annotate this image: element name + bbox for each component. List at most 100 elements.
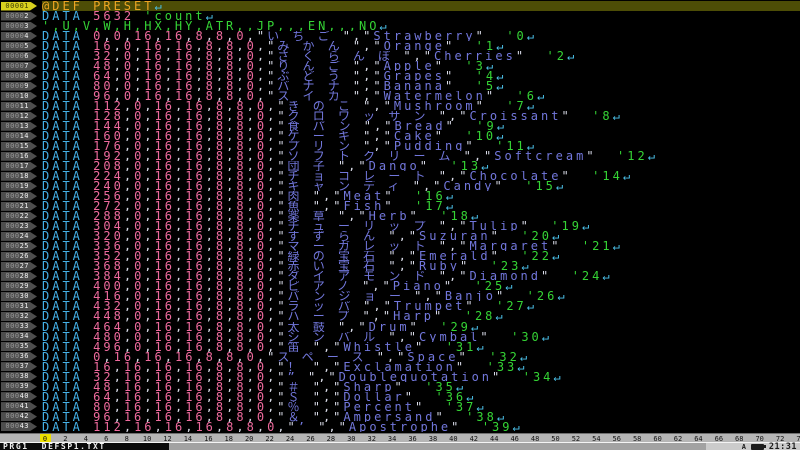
code-line[interactable]: 00016 DATA 192, 0, 16, 16, 8, 8, 0, " ソフトクリーム "," S…	[0, 151, 800, 161]
code-line[interactable]: 00002 DATA 5632 'count ↵	[0, 11, 800, 21]
line-number-flag: 00030	[1, 291, 37, 301]
code-line[interactable]: 00012 DATA 128, 0, 16, 16, 8, 8, 0, " クロワッサン "," Cr…	[0, 111, 800, 121]
ruler-number: 14	[183, 434, 193, 443]
ruler-number: 64	[694, 434, 703, 443]
code-line[interactable]: 00007 DATA 48, 0, 16, 16, 8, 8, 0, " りんご "," Apple "…	[0, 61, 800, 71]
line-number-flag: 00020	[1, 191, 37, 201]
code-text: DATA 80, 16, 16, 16, 8, 8, 0, " ％ "," Percent " '37…	[42, 401, 487, 412]
code-line[interactable]: 00042 DATA 96, 16, 16, 16, 8, 8, 0, " ＆ "," Ampersa…	[0, 412, 800, 422]
ruler-number: 34	[387, 434, 397, 443]
ruler-number: 2	[63, 434, 68, 443]
code-line[interactable]: 00020 DATA 256, 0, 16, 16, 8, 8, 0, " 肉 "," Meat " '…	[0, 191, 800, 201]
code-line[interactable]: 00031 DATA 432, 0, 16, 16, 8, 8, 0, " ラッパ "," Trump…	[0, 301, 800, 311]
code-line[interactable]: 00004 DATA 0, 0, 16, 16, 8, 8, 0, " いちご "," Strawbe…	[0, 31, 800, 41]
code-line[interactable]: 00024 DATA 320, 0, 16, 16, 8, 8, 0, " すずらん "," Suzu…	[0, 231, 800, 241]
code-text: DATA 112, 0, 16, 16, 8, 8, 0, " きのこ "," Mushroom " …	[42, 101, 538, 112]
code-text: DATA 144, 0, 16, 16, 8, 8, 0, " 食パン "," Bread " '9 ↵	[42, 121, 507, 132]
ruler-number: 26	[306, 434, 315, 443]
code-line[interactable]: 00011 DATA 112, 0, 16, 16, 8, 8, 0, " きのこ "," Mushr…	[0, 101, 800, 111]
code-line[interactable]: 00037 DATA 16, 16, 16, 16, 8, 8, 0, "！ "," Exclama…	[0, 362, 800, 372]
line-number-flag: 00017	[1, 161, 37, 171]
code-line[interactable]: 00034 DATA 480, 0, 16, 16, 8, 8, 0, " シンバル "," Cymb…	[0, 332, 800, 342]
code-line[interactable]: 00032 DATA 448, 0, 16, 16, 8, 8, 0, " ハープ "," Harp "…	[0, 311, 800, 322]
code-text: DATA 48, 0, 16, 16, 8, 8, 0, " りんご "," Apple " '3 ↵	[42, 61, 497, 72]
code-line[interactable]: 00008 DATA 64, 0, 16, 16, 8, 8, 0, " ぶどう "," Grapes…	[0, 71, 800, 81]
code-text: DATA 80, 0, 16, 16, 8, 8, 0, " バナナ "," Banana " '5 ↵	[42, 81, 507, 92]
code-line[interactable]: 00026 DATA 352, 0, 16, 16, 8, 8, 0, " 緑の宝石 "," Emer…	[0, 251, 800, 261]
code-line[interactable]: 00019 DATA 240, 0, 16, 16, 8, 8, 0, " キャンディ "," Can…	[0, 181, 800, 191]
code-area[interactable]: 00001 @DEF_PRESET ↵ 00002 DATA 5632 'count ↵ 0…	[0, 0, 800, 433]
ruler-number: 42	[469, 434, 479, 443]
line-number-flag: 00038	[1, 372, 37, 382]
line-number-flag: 00011	[1, 101, 37, 111]
line-number-flag: 00012	[1, 111, 37, 121]
code-text: DATA 32, 0, 16, 16, 8, 8, 0, " さくらんぼ "," Cherries "…	[42, 51, 578, 62]
code-line[interactable]: 00018 DATA 224, 0, 16, 16, 8, 8, 0, " チョコレート "," Ch…	[0, 171, 800, 181]
code-text: DATA 16, 16, 16, 16, 8, 8, 0, "！ "," Exclamation "…	[42, 361, 528, 372]
code-line[interactable]: 00009 DATA 80, 0, 16, 16, 8, 8, 0, " バナナ "," Banana…	[0, 81, 800, 91]
code-line[interactable]: 00010 DATA 96, 0, 16, 16, 8, 8, 0, " スイカ "," Waterm…	[0, 91, 800, 101]
ruler-number: 66	[714, 434, 724, 443]
code-line[interactable]: 00030 DATA 416, 0, 16, 16, 8, 8, 0, " バンジョー "," Ban…	[0, 291, 800, 301]
code-line[interactable]: 00038 DATA 32, 16, 16, 16, 8, 8, 0, "” "," Doubleq…	[0, 372, 800, 382]
line-number-flag: 00039	[1, 382, 37, 392]
ruler-number: 62	[673, 434, 683, 443]
code-line[interactable]: 00006 DATA 32, 0, 16, 16, 8, 8, 0, " さくらんぼ "," Cher…	[0, 51, 800, 61]
code-text: DATA 304, 0, 16, 16, 8, 8, 0, " チューリップ "," Tulip " …	[42, 221, 593, 232]
code-text: DATA 384, 0, 16, 16, 8, 8, 0, " ダイアモンド "," Diamond…	[42, 271, 613, 282]
code-line[interactable]: 00039 DATA 48, 16, 16, 16, 8, 8, 0, " ＃ "," Sharp " …	[0, 382, 800, 392]
line-number-flag: 00043	[1, 422, 37, 432]
ruler-number: 28	[326, 434, 336, 443]
ruler-number: 12	[163, 434, 172, 443]
code-text: DATA 464, 0, 16, 16, 8, 8, 0, " 太鼓 "," Drum " '29 ↵	[42, 321, 482, 332]
code-line[interactable]: 00040 DATA 64, 16, 16, 16, 8, 8, 0, " ＄ "," Dollar "…	[0, 392, 800, 402]
line-number-flag: 00036	[1, 352, 37, 362]
battery-icon	[750, 443, 766, 450]
line-number-flag: 00028	[1, 271, 37, 281]
code-text: DATA 96, 0, 16, 16, 8, 8, 0, " スイカ "," Watermelon "…	[42, 91, 548, 102]
code-line[interactable]: 00035 DATA 496, 0, 16, 16, 8, 8, 0, " 笛 "," Whistle…	[0, 342, 800, 352]
code-line[interactable]: 00033 DATA 464, 0, 16, 16, 8, 8, 0, " 太鼓 "," Drum " …	[0, 322, 800, 332]
code-text: DATA 48, 16, 16, 16, 8, 8, 0, " ＃ "," Sharp " '35 ↵	[42, 381, 467, 392]
code-line[interactable]: 00041 DATA 80, 16, 16, 16, 8, 8, 0, " ％ "," Percent…	[0, 402, 800, 412]
code-line[interactable]: 00023 DATA 304, 0, 16, 16, 8, 8, 0, " チューリップ "," Tu…	[0, 221, 800, 231]
code-line[interactable]: 00025 DATA 336, 0, 16, 16, 8, 8, 0, " マーガレット "," Ma…	[0, 241, 800, 251]
code-line[interactable]: 00017 DATA 208, 0, 16, 16, 8, 8, 0, " 団子 "," Dango "…	[0, 161, 800, 171]
code-line[interactable]: 00013 DATA 144, 0, 16, 16, 8, 8, 0, " 食パン "," Bread…	[0, 121, 800, 131]
line-number-flag: 00041	[1, 402, 37, 412]
code-line[interactable]: 00022 DATA 288, 0, 16, 16, 8, 8, 0, " 薬草 "," Herb " …	[0, 211, 800, 221]
line-number-flag: 00016	[1, 151, 37, 161]
line-number-flag: 00009	[1, 81, 37, 91]
code-line[interactable]: 00014 DATA 160, 0, 16, 16, 8, 8, 0, " ケーキ "," Cake "…	[0, 131, 800, 141]
code-line[interactable]: 00029 DATA 400, 0, 16, 16, 8, 8, 0, " ピアノ "," Piano…	[0, 281, 800, 291]
line-number-flag: 00031	[1, 301, 37, 311]
code-text: DATA 5632 'count ↵	[42, 11, 216, 22]
ruler-number: 40	[449, 434, 458, 443]
code-line[interactable]: 00028 DATA 384, 0, 16, 16, 8, 8, 0, " ダイアモンド "," Di…	[0, 271, 800, 281]
code-line[interactable]: 00027 DATA 368, 0, 16, 16, 8, 8, 0, " 赤い宝石 "," Ruby…	[0, 261, 800, 271]
ruler-number: 60	[653, 434, 662, 443]
code-line[interactable]: 00001 @DEF_PRESET ↵	[0, 1, 800, 12]
ruler-number: 44	[490, 434, 499, 443]
code-line[interactable]: 00021 DATA 272, 0, 16, 16, 8, 8, 0, " 魚 "," Fish " '…	[0, 201, 800, 211]
code-line[interactable]: 00005 DATA 16, 0, 16, 16, 8, 8, 0, " みかん "," Orange…	[0, 41, 800, 51]
code-line[interactable]: 00015 DATA 176, 0, 16, 16, 8, 8, 0, " プリン "," Puddi…	[0, 141, 800, 151]
line-number-flag: 00013	[1, 121, 37, 131]
code-text: ',U,V,W,H,HX,HY,ATR,,JP,,,EN,,,NO ↵	[42, 21, 390, 32]
code-text: DATA 0, 16, 16, 16, 8, 8, 0, " スペース "," Space " '32…	[42, 351, 531, 362]
column-ruler: 0 2 4 6 8 10 12 14 16 18 20 22 24 26 28 30 32 34 36 38 40 42 4…	[0, 433, 800, 443]
code-line[interactable]: 00043 DATA 112, 16, 16, 16, 8, 8, 0, "’ "," Apostr…	[0, 422, 800, 432]
ruler-number: 22	[265, 434, 274, 443]
ruler-number: 0	[42, 434, 48, 443]
code-text: DATA 64, 16, 16, 16, 8, 8, 0, " ＄ "," Dollar " '36 ↵	[42, 391, 477, 402]
ruler-number: 10	[142, 434, 152, 443]
line-number-flag: 00026	[1, 251, 37, 261]
code-line[interactable]: 00036 DATA 0, 16, 16, 16, 8, 8, 0, " スペース "," Space…	[0, 352, 800, 362]
code-text: DATA 16, 0, 16, 16, 8, 8, 0, " みかん "," Orange " '1 ↵	[42, 41, 507, 52]
ruler-number: 48	[530, 434, 540, 443]
ruler-number: 72	[775, 434, 785, 443]
line-number-flag: 00002	[1, 11, 37, 21]
ruler-number: 68	[735, 434, 744, 443]
ruler-number: 36	[408, 434, 417, 443]
code-line[interactable]: 00003 ',U,V,W,H,HX,HY,ATR,,JP,,,EN,,,NO ↵	[0, 21, 800, 31]
